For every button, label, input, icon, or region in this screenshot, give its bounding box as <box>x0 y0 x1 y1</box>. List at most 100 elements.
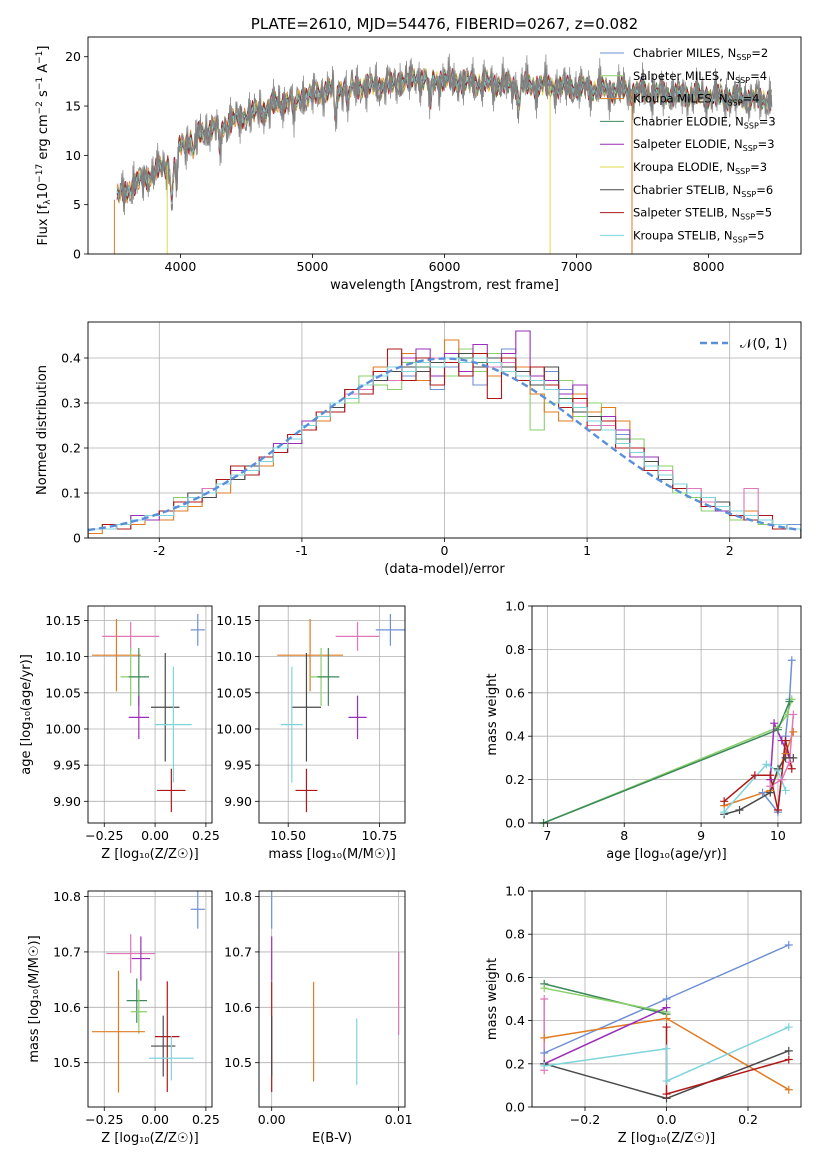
y-tick-label: 9.90 <box>224 794 252 809</box>
x-tick-label: 0 <box>441 543 449 558</box>
plus-marker <box>540 1049 549 1057</box>
legend-label-part: =3 <box>758 137 775 151</box>
x-tick-label: 0.01 <box>385 1112 413 1127</box>
mass-weight-line <box>543 699 793 823</box>
y-axis-label-part: −1 <box>35 51 45 64</box>
y-tick-label: 0.3 <box>61 396 81 411</box>
legend-label-sub: SSP <box>743 144 758 153</box>
legend-label: 𝒩(0, 1) <box>740 337 787 352</box>
x-tick-label: 4000 <box>165 259 197 274</box>
plus-marker <box>784 1023 793 1032</box>
plot-area <box>88 330 801 538</box>
chart-title: PLATE=2610, MJD=54476, FIBERID=0267, z=0… <box>251 15 638 33</box>
plus-marker <box>781 753 790 762</box>
plus-marker <box>784 1085 793 1094</box>
plus-marker <box>773 805 782 814</box>
y-axis-label-part: s <box>36 90 51 101</box>
x-axis-label: Z [log₁₀(Z/Z☉)] <box>101 1131 198 1146</box>
y-tick-label: 0.8 <box>505 927 525 942</box>
x-tick-label: 8 <box>620 828 628 843</box>
axes-frame <box>87 36 802 255</box>
y-axis-label: age [log₁₀(age/yr)] <box>19 654 34 775</box>
plus-marker <box>662 1044 671 1053</box>
gaussian-curve <box>88 357 801 532</box>
plot-area <box>277 613 405 813</box>
y-tick-label: 0.2 <box>505 1056 525 1071</box>
legend-label-part: =4 <box>750 69 767 83</box>
y-tick-label: 10.6 <box>224 1000 252 1015</box>
plus-marker <box>784 1055 793 1064</box>
plus-marker <box>785 758 794 767</box>
legend-label-part: Salpeter MILES, N <box>633 69 735 83</box>
legend-label-part: Kroupa ELODIE, N <box>633 160 735 174</box>
x-tick-label: 6000 <box>429 259 461 274</box>
plot-area <box>113 53 773 254</box>
legend-label-sub: SSP <box>741 190 756 199</box>
plus-marker <box>540 1061 549 1070</box>
x-axis-label: age [log₁₀(age/yr)] <box>606 847 727 862</box>
y-axis-label-part: 10 <box>36 183 51 200</box>
legend-label-part: =5 <box>755 206 772 220</box>
y-tick-label: 0.2 <box>61 441 81 456</box>
x-tick-label: 0.00 <box>141 828 169 843</box>
y-axis-label-part: λ <box>43 199 53 205</box>
y-tick-label: 10.6 <box>53 1000 81 1015</box>
legend-label-part: =6 <box>756 183 773 197</box>
plot-area <box>543 660 795 823</box>
axes-frame <box>87 605 213 824</box>
y-axis-label: mass weight <box>485 958 500 1040</box>
y-tick-label: 20 <box>65 49 81 64</box>
plus-marker <box>540 1033 549 1042</box>
age-vs-metallicity-panel: −0.25 0.00 0.25 9.90 9.95 10.00 10.05 10.10 10.1… <box>19 605 220 862</box>
y-tick-label: 15 <box>65 99 81 114</box>
plus-marker <box>662 1077 671 1086</box>
legend-label-part: =3 <box>750 160 767 174</box>
legend-label-part: Salpeter ELODIE, N <box>633 137 743 151</box>
y-tick-label: 0 <box>73 531 81 546</box>
mass-weight-line <box>543 701 791 823</box>
age-vs-mass-panel: 10.50 10.75 9.90 9.95 10.00 10.05 10.10 10.15 ma… <box>216 605 406 862</box>
y-tick-label: 10.5 <box>53 1055 81 1070</box>
y-axis-label-part: Flux [f <box>36 204 51 245</box>
x-tick-label: 10.50 <box>270 828 306 843</box>
x-tick-label: -2 <box>153 543 165 558</box>
legend-label-part: =4 <box>743 92 760 106</box>
y-tick-label: 0.0 <box>505 816 525 831</box>
y-tick-label: 9.95 <box>224 758 252 773</box>
plus-marker <box>784 941 793 949</box>
x-tick-label: 7000 <box>561 259 593 274</box>
plot-area <box>92 613 205 813</box>
legend-label: Chabrier ELODIE, NSSP=3 <box>633 114 776 130</box>
y-tick-label: 1.0 <box>505 884 525 899</box>
x-tick-label: 10 <box>770 828 786 843</box>
y-tick-label: 10.15 <box>216 613 252 628</box>
observed-spectrum-line <box>116 53 773 216</box>
x-tick-label: −0.25 <box>85 1112 123 1127</box>
plus-marker <box>662 1003 671 1012</box>
x-tick-label: −0.25 <box>85 828 123 843</box>
plus-marker <box>773 725 782 734</box>
x-tick-label: 8000 <box>693 259 725 274</box>
y-tick-label: 0.4 <box>61 351 81 366</box>
y-tick-label: 5 <box>73 197 81 212</box>
plus-marker <box>662 1023 671 1032</box>
mass-weight-vs-age-panel: 7 8 9 10 0.0 0.2 0.4 0.6 0.8 1.0 age [log₁₀(age/yr… <box>485 599 802 862</box>
x-tick-label: 0.00 <box>258 1112 286 1127</box>
mass-weight-vs-metallicity-panel: −0.2 0.0 0.2 0.0 0.2 0.4 0.6 0.8 1.0 Z [log₁₀(Z/Z… <box>485 884 802 1146</box>
legend-label-part: Chabrier ELODIE, N <box>633 114 744 128</box>
y-tick-label: 9.95 <box>53 758 81 773</box>
plot-area <box>271 891 400 1093</box>
legend-label-sub: SSP <box>740 213 755 222</box>
legend-label: Kroupa ELODIE, NSSP=3 <box>633 160 767 176</box>
plus-marker <box>735 805 744 814</box>
legend-label: Kroupa STELIB, NSSP=5 <box>633 228 764 244</box>
x-tick-label: 2 <box>726 543 734 558</box>
x-tick-label: -1 <box>296 543 308 558</box>
legend-label-sub: SSP <box>735 76 750 85</box>
y-tick-label: 10.10 <box>216 649 252 664</box>
plus-marker <box>770 719 779 728</box>
x-axis-label: wavelength [Angstrom, rest frame] <box>330 278 559 293</box>
plus-marker <box>781 736 790 745</box>
mass-weight-line <box>769 714 795 787</box>
legend-label: Chabrier MILES, NSSP=2 <box>633 46 768 62</box>
